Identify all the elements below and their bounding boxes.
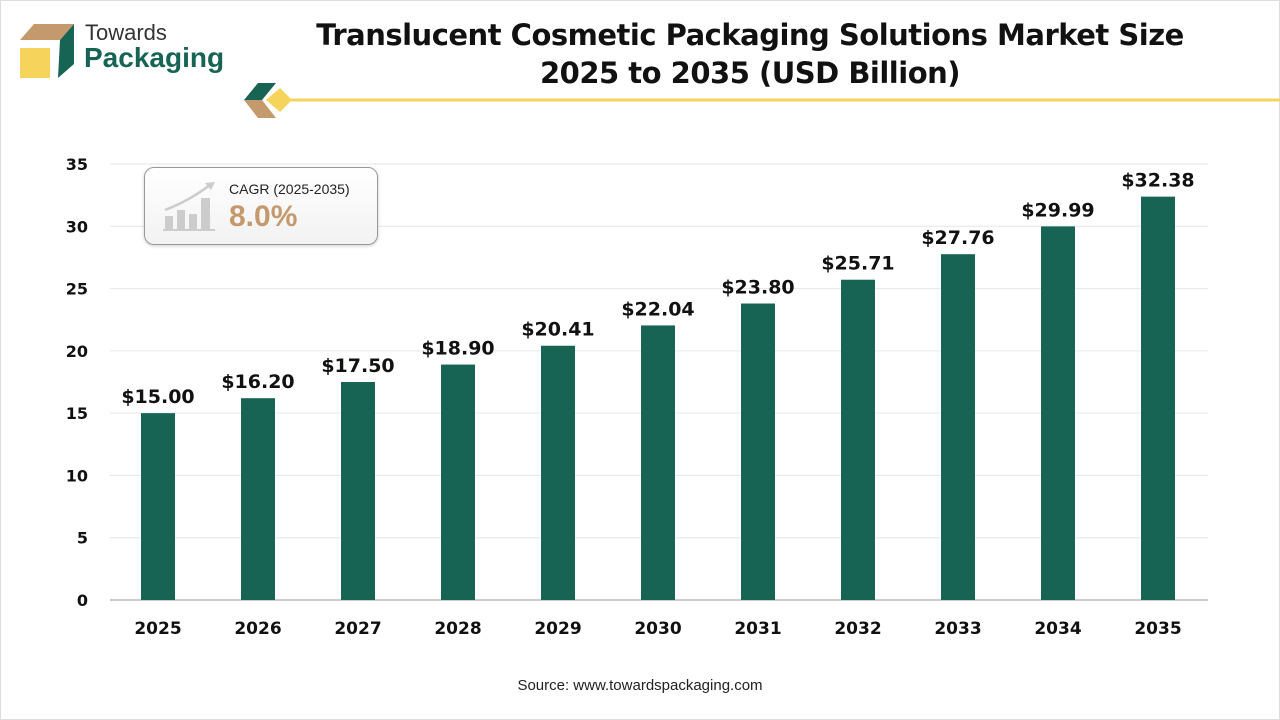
title-line-1: Translucent Cosmetic Packaging Solutions… (316, 18, 1184, 52)
cagr-value: 8.0% (229, 200, 298, 233)
y-tick-label: 20 (66, 342, 88, 361)
y-tick-label: 10 (66, 466, 88, 485)
x-tick-label: 2030 (634, 619, 681, 639)
x-tick-label: 2032 (834, 619, 881, 639)
data-label: $29.99 (1021, 199, 1094, 221)
bar (841, 279, 875, 600)
bar (141, 413, 175, 600)
data-label: $20.41 (521, 319, 594, 341)
y-tick-label: 30 (66, 217, 88, 236)
bar (1041, 226, 1075, 600)
bar (541, 345, 575, 600)
data-label: $27.76 (921, 227, 994, 249)
data-label: $23.80 (721, 277, 794, 299)
growth-chart-icon (163, 182, 215, 231)
data-label: $22.04 (621, 298, 694, 320)
x-tick-label: 2025 (134, 619, 181, 639)
bar (441, 364, 475, 600)
cagr-label: CAGR (2025-2035) (229, 181, 350, 197)
x-tick-label: 2028 (434, 619, 481, 639)
logo-text-towards: Towards (85, 20, 167, 45)
y-tick-label: 25 (66, 280, 88, 299)
y-tick-label: 35 (66, 155, 88, 174)
bar (241, 398, 275, 600)
x-tick-label: 2034 (1034, 619, 1081, 639)
x-tick-label: 2027 (334, 619, 381, 639)
source-note: Source: www.towardspackaging.com (517, 677, 763, 694)
x-tick-label: 2033 (934, 619, 981, 639)
title-line-2: 2025 to 2035 (USD Billion) (539, 56, 961, 90)
title-divider (244, 83, 1280, 118)
bar (1141, 196, 1175, 601)
chart-title: Translucent Cosmetic Packaging Solutions… (300, 16, 1200, 92)
data-label: $16.20 (221, 371, 294, 393)
x-tick-label: 2031 (734, 619, 781, 639)
y-tick-label: 15 (66, 404, 88, 423)
x-tick-label: 2029 (534, 619, 581, 639)
x-tick-label: 2026 (234, 619, 281, 639)
bar (741, 303, 775, 600)
cagr-box: CAGR (2025-2035) 8.0% (144, 167, 378, 245)
logo-mark (20, 24, 74, 78)
logo-text-packaging: Packaging (84, 42, 225, 73)
data-label: $17.50 (321, 355, 394, 377)
bar (641, 325, 675, 600)
bar (941, 254, 975, 601)
data-label: $25.71 (821, 253, 894, 275)
x-tick-label: 2035 (1134, 619, 1181, 639)
data-label: $15.00 (121, 386, 194, 408)
y-tick-label: 0 (77, 591, 88, 610)
data-label: $32.38 (1121, 170, 1194, 192)
bar (341, 382, 375, 600)
data-label: $18.90 (421, 338, 494, 360)
y-tick-label: 5 (77, 529, 88, 548)
